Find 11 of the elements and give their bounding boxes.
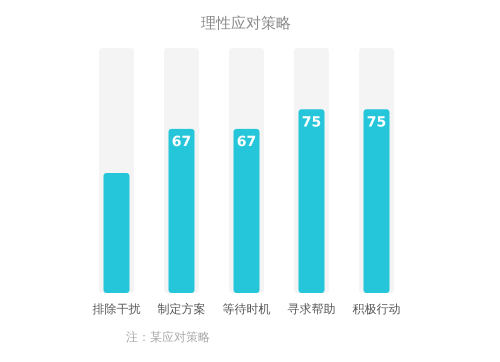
x-tick-label: 排除干扰	[92, 302, 140, 316]
chart-title: 理性应对策略	[201, 14, 291, 32]
data-label: 67	[236, 134, 256, 150]
data-label: 75	[366, 114, 386, 130]
x-tick-label: 积极行动	[352, 302, 400, 316]
data-label: 67	[172, 134, 192, 150]
x-tick-label: 寻求帮助	[288, 302, 336, 316]
text: 注：某应对策略	[126, 330, 210, 344]
x-tick-label: 等待时机	[222, 302, 270, 316]
data-label: 75	[302, 114, 322, 130]
x-tick-label: 制定方案	[158, 302, 206, 316]
